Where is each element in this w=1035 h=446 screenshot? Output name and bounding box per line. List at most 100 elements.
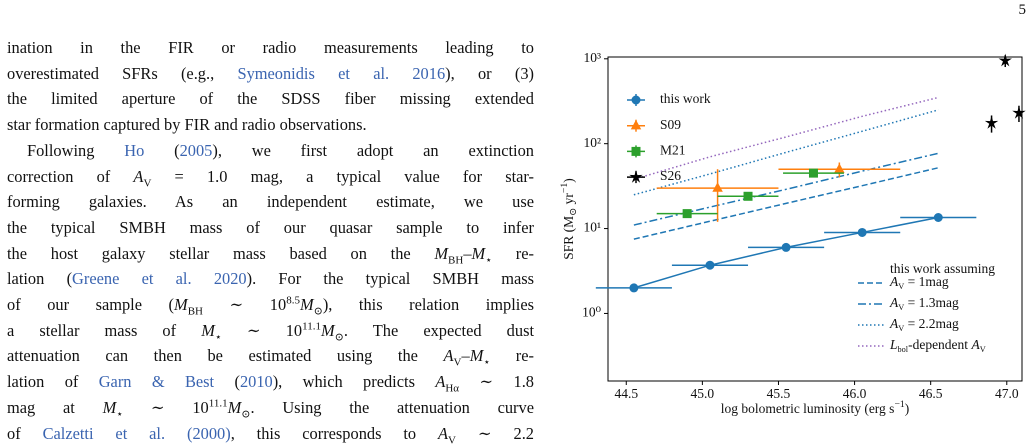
citation-link[interactable]: Ho [124, 140, 145, 160]
citation-link[interactable]: Garn & Best [98, 372, 215, 392]
text-span: V [453, 356, 462, 369]
label-part: = 2.2mag [904, 316, 959, 331]
citation-link[interactable]: Symeonidis et al. 2016 [237, 63, 446, 83]
label-part: A [889, 274, 899, 289]
text-span: forming galaxies. As an independent esti… [7, 192, 534, 212]
text-span: 11.1 [302, 320, 321, 333]
y-tick-label: 10² [583, 135, 601, 150]
text-line: lation (Greene et al. 2020). For the typ… [7, 269, 534, 289]
text-span: . The expected dust [343, 320, 535, 340]
text-span: 11.1 [208, 397, 228, 410]
marker [629, 170, 643, 183]
label: AV = 1.3mag [889, 295, 959, 312]
text-span: attenuation can then be estimated using … [7, 346, 444, 366]
legend-label: M21 [660, 142, 686, 157]
label-part: ) [905, 401, 910, 416]
text-span: the typical SMBH mass of our quasar samp… [7, 217, 534, 237]
marker [857, 227, 867, 237]
text-span: . Using the attenuation curve [250, 397, 534, 417]
text-span: correction of [7, 166, 134, 186]
text-span: of [7, 423, 43, 443]
model-line [633, 167, 939, 240]
text-line: lation of Garn & Best (2010), which pred… [7, 372, 534, 394]
text-span: ∼ 10 [202, 295, 287, 314]
model-line [633, 96, 939, 181]
marker [781, 242, 791, 252]
y-tick-label: 10⁰ [582, 305, 602, 320]
marker [998, 53, 1012, 67]
label-part: A [889, 316, 899, 331]
text-span: A [133, 166, 144, 186]
legend-label: S09 [660, 117, 681, 132]
label: Lbol-dependent AV [889, 337, 986, 354]
y-tick-label: 10¹ [583, 220, 601, 235]
marker [631, 95, 641, 105]
label-part: ⊙ [568, 208, 579, 216]
label-part: V [898, 303, 904, 312]
text-line: attenuation can then be estimated using … [7, 346, 534, 369]
label-part: log bolometric luminosity (erg s [721, 401, 895, 416]
text-span: ⋆ [214, 330, 222, 343]
label: log bolometric luminosity (erg s−1) [721, 399, 910, 416]
text-span: M [469, 346, 484, 366]
text-span: ⊙ [334, 330, 344, 343]
page-number: 5 [1018, 2, 1027, 18]
text-span: ⋆ [483, 356, 491, 369]
text-span: A [435, 372, 446, 392]
marker [984, 116, 999, 129]
text-span: ∼ 1.8 [459, 372, 534, 392]
text-span: ). For the typical SMBH mass [246, 269, 534, 289]
citation-link[interactable]: Calzetti et al. (2000) [42, 423, 231, 443]
marker [712, 182, 723, 192]
label-part: yr [561, 193, 576, 208]
text-span: the host galaxy stellar mass based on th… [7, 243, 435, 263]
legend-title: this work assuming [890, 261, 995, 276]
text-line: star formation captured by FIR and radio… [7, 115, 534, 135]
text-span: = 1.0 mag, a typical value for star- [151, 166, 534, 186]
citation-link[interactable]: Greene et al. 2020 [72, 269, 247, 289]
label-part: V [980, 345, 986, 354]
marker [631, 146, 641, 156]
label-part: −1 [894, 399, 904, 410]
text-span: – [461, 346, 470, 366]
text-line: the limited aperture of the SDSS fiber m… [7, 89, 534, 109]
text-span: M [201, 320, 215, 340]
text-span: M [227, 397, 242, 417]
text-span: ination in the FIR or radio measurements… [7, 38, 534, 57]
marker [1012, 105, 1026, 119]
text-line: ination in the FIR or radio measurements… [7, 38, 534, 58]
text-span: A [443, 346, 454, 366]
text-span: ( [214, 372, 240, 392]
text-span: V [143, 176, 152, 189]
y-tick-label: 10³ [583, 50, 601, 65]
text-span: M [471, 243, 486, 263]
marker [705, 260, 715, 270]
citation-link[interactable]: 2005 [179, 140, 213, 160]
text-span: a stellar mass of [7, 320, 202, 340]
text-span: ), which predicts [272, 372, 436, 392]
text-span: M [320, 320, 335, 340]
x-tick-label: 45.5 [767, 386, 791, 401]
text-line: the host galaxy stellar mass based on th… [7, 243, 534, 266]
x-tick-label: 47.0 [995, 386, 1019, 401]
text-line: mag at M⋆ ∼ 1011.1M⊙. Using the attenuat… [7, 397, 534, 420]
text-line: of our sample (MBH ∼ 108.5M⊙), this rela… [7, 295, 534, 317]
text-line: correction of AV = 1.0 mag, a typical va… [7, 166, 534, 189]
marker [834, 163, 845, 173]
model-line [633, 109, 939, 196]
text-span: A [438, 423, 449, 443]
label-part: −1 [559, 183, 570, 193]
text-span: – [463, 243, 472, 263]
text-span: ∼ 2.2 [455, 423, 535, 443]
text-span: ( [144, 140, 180, 160]
text-span: lation of [7, 372, 99, 392]
text-span: M [102, 397, 117, 417]
text-span: of our sample ( [7, 295, 175, 314]
citation-link[interactable]: 2010 [239, 372, 273, 392]
marker [682, 209, 692, 219]
text-span: ⋆ [485, 253, 493, 266]
text-span: lation ( [7, 269, 73, 289]
text-span: ∼ 10 [123, 397, 209, 417]
